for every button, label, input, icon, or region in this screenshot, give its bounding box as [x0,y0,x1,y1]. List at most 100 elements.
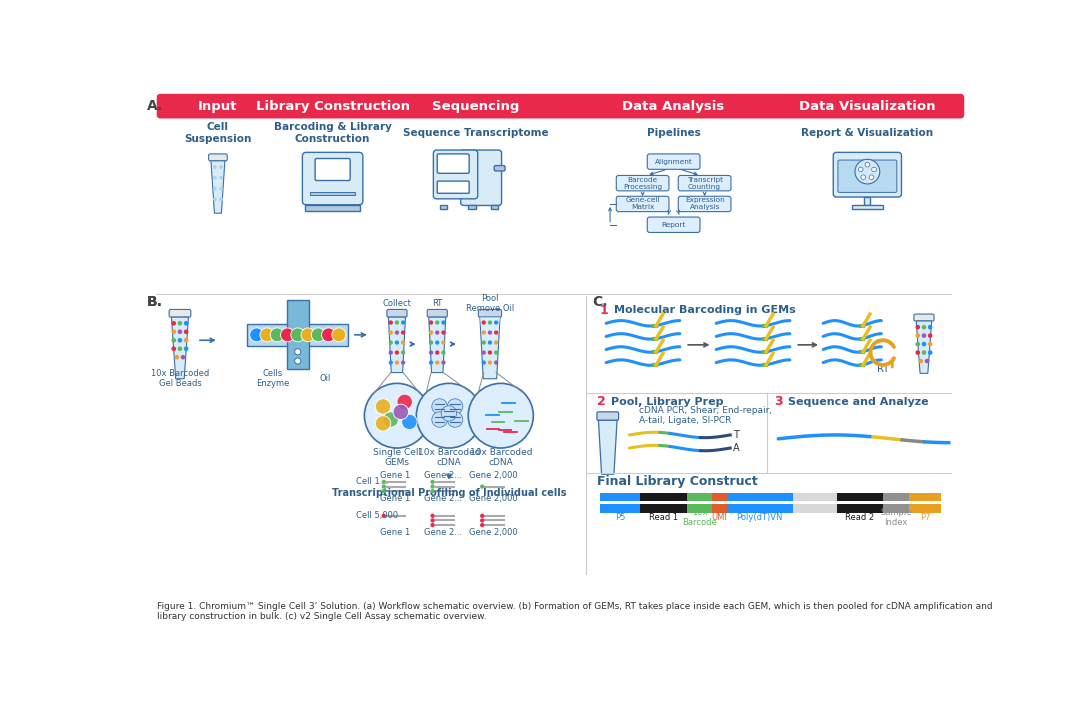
Text: Alignment: Alignment [654,159,692,164]
Circle shape [381,480,386,484]
Polygon shape [172,317,189,379]
Bar [469,205,476,209]
Circle shape [469,384,534,448]
Circle shape [431,518,435,522]
Text: Report & Visualization: Report & Visualization [801,128,933,138]
FancyBboxPatch shape [428,309,447,317]
Circle shape [482,350,486,355]
Bar [793,504,837,513]
Circle shape [213,165,217,169]
Circle shape [383,412,399,427]
Circle shape [219,176,222,180]
Text: Sequence and Analyze: Sequence and Analyze [788,397,929,407]
Text: UMI: UMI [712,513,728,522]
Circle shape [429,331,433,335]
Text: Barcoding & Library
Construction: Barcoding & Library Construction [273,122,392,144]
Circle shape [494,331,498,335]
Circle shape [395,331,400,335]
Circle shape [395,320,400,325]
Bar [687,493,713,501]
FancyBboxPatch shape [302,152,363,204]
Circle shape [480,514,484,518]
Circle shape [219,187,222,190]
Circle shape [488,350,492,355]
Circle shape [301,328,315,342]
Text: Cell 1...: Cell 1... [356,477,388,486]
Bar [247,324,348,345]
Text: Sequencing: Sequencing [432,99,519,113]
Circle shape [435,360,440,364]
Circle shape [381,514,386,518]
Text: Gene 2...: Gene 2... [424,528,462,537]
Text: Gene 1: Gene 1 [379,471,409,480]
Bar [852,204,882,209]
Text: Molecular Barcoding in GEMs: Molecular Barcoding in GEMs [613,305,796,315]
Circle shape [295,358,301,364]
Polygon shape [480,317,500,338]
Circle shape [431,484,435,489]
Circle shape [177,321,183,326]
FancyBboxPatch shape [437,154,469,173]
Text: Gene 1: Gene 1 [379,528,409,537]
Circle shape [869,175,874,180]
Circle shape [435,350,440,355]
Circle shape [213,197,217,201]
Text: RT: RT [432,299,443,308]
Circle shape [494,320,498,325]
Circle shape [429,320,433,325]
Circle shape [435,341,440,345]
Circle shape [180,355,186,360]
Circle shape [431,514,435,518]
Circle shape [249,328,264,342]
Circle shape [311,328,325,342]
Circle shape [281,328,295,342]
Bar [909,493,941,501]
Circle shape [184,346,189,351]
Text: Poly(dT)VN: Poly(dT)VN [737,513,783,522]
Circle shape [488,331,492,335]
Bar [883,493,909,501]
Bar [713,493,727,501]
Circle shape [401,320,405,325]
Circle shape [397,394,413,410]
Polygon shape [429,317,446,372]
Circle shape [480,484,484,489]
Text: 10x
Barcode: 10x Barcode [683,508,717,527]
Circle shape [916,325,920,329]
Bar [727,504,793,513]
Circle shape [219,197,222,201]
Text: Cell
Suspension: Cell Suspension [185,122,252,144]
Text: Pipelines: Pipelines [647,128,701,138]
Bar [310,192,355,195]
Circle shape [416,384,482,448]
Circle shape [375,399,391,414]
Polygon shape [480,317,500,379]
Bar [883,504,909,513]
Text: Gene 2...: Gene 2... [424,471,462,480]
Circle shape [332,328,346,342]
Text: 2: 2 [597,396,606,408]
Circle shape [928,325,932,329]
Circle shape [184,338,189,343]
Circle shape [442,331,446,335]
FancyBboxPatch shape [834,152,902,197]
Bar [305,204,361,211]
Circle shape [381,489,386,494]
FancyBboxPatch shape [208,154,227,161]
Polygon shape [211,161,225,213]
Circle shape [482,360,486,364]
Circle shape [395,341,400,345]
Circle shape [213,176,217,180]
Circle shape [916,333,920,338]
Bar [600,504,640,513]
Circle shape [175,355,179,360]
Circle shape [928,333,932,338]
Circle shape [488,320,492,325]
Circle shape [447,412,463,427]
Polygon shape [598,420,617,474]
Circle shape [291,328,305,342]
Circle shape [429,341,433,345]
Text: Barcode
Processing: Barcode Processing [623,177,662,190]
Circle shape [172,329,176,334]
Circle shape [389,341,393,345]
